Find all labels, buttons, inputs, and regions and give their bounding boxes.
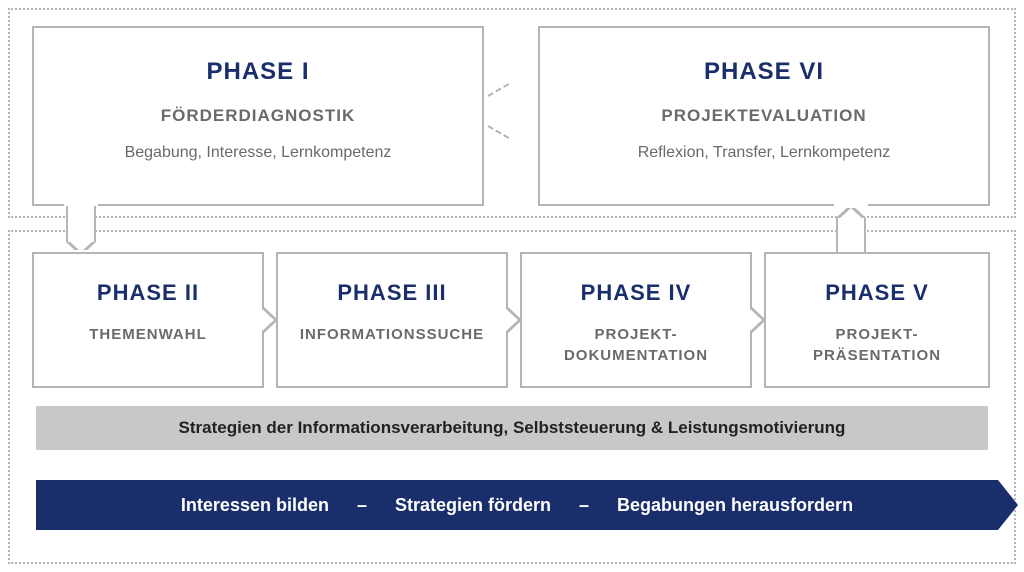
strategies-bar: Strategien der Informationsverarbeitung,… (36, 406, 988, 450)
phase4-subtitle: PROJEKT- DOKUMENTATION (522, 324, 750, 366)
notch (834, 204, 868, 208)
phase4-title: PHASE IV (522, 280, 750, 306)
phase2-title: PHASE II (34, 280, 262, 306)
dash-icon: – (571, 495, 597, 516)
phase5-subtitle-l1: PROJEKT- (835, 326, 918, 343)
phase6-detail: Reflexion, Transfer, Lernkompetenz (540, 144, 988, 162)
phase1-box: PHASE I FÖRDERDIAGNOSTIK Begabung, Inter… (32, 26, 484, 206)
arrow-right-icon (506, 305, 522, 335)
blue-seg2: Strategien fördern (375, 495, 571, 516)
arrow-right-icon (262, 305, 278, 335)
phase2-box: PHASE II THEMENWAHL (32, 252, 264, 388)
phase4-box: PHASE IV PROJEKT- DOKUMENTATION (520, 252, 752, 388)
phase5-title: PHASE V (766, 280, 988, 306)
phase3-box: PHASE III INFORMATIONSSUCHE (276, 252, 508, 388)
phase3-subtitle: INFORMATIONSSUCHE (278, 324, 506, 345)
phase6-box: PHASE VI PROJEKTEVALUATION Reflexion, Tr… (538, 26, 990, 206)
phase4-subtitle-l1: PROJEKT- (594, 326, 677, 343)
phase1-detail: Begabung, Interesse, Lernkompetenz (34, 144, 482, 162)
arrow-right-icon (750, 305, 766, 335)
phase1-to-phase2-connector (66, 206, 96, 242)
blue-seg1: Interessen bilden (161, 495, 349, 516)
phase5-box: PHASE V PROJEKT- PRÄSENTATION (764, 252, 990, 388)
blue-arrowhead-icon (998, 480, 1018, 530)
blue-seg3: Begabungen herausfordern (597, 495, 873, 516)
phase5-to-phase6-connector (836, 218, 866, 254)
phase6-title: PHASE VI (540, 58, 988, 86)
phase5-subtitle: PROJEKT- PRÄSENTATION (766, 324, 988, 366)
dash-icon: – (349, 495, 375, 516)
blue-arrow-bar: Interessen bilden – Strategien fördern –… (36, 480, 998, 530)
strategies-text: Strategien der Informationsverarbeitung,… (179, 418, 846, 438)
phase6-subtitle: PROJEKTEVALUATION (540, 106, 988, 126)
phase1-subtitle: FÖRDERDIAGNOSTIK (34, 106, 482, 126)
phase3-title: PHASE III (278, 280, 506, 306)
phase5-subtitle-l2: PRÄSENTATION (813, 347, 941, 364)
phase1-title: PHASE I (34, 58, 482, 86)
phase2-subtitle: THEMENWAHL (34, 324, 262, 345)
feedback-arrow-icon (478, 95, 514, 131)
phase4-subtitle-l2: DOKUMENTATION (564, 347, 708, 364)
